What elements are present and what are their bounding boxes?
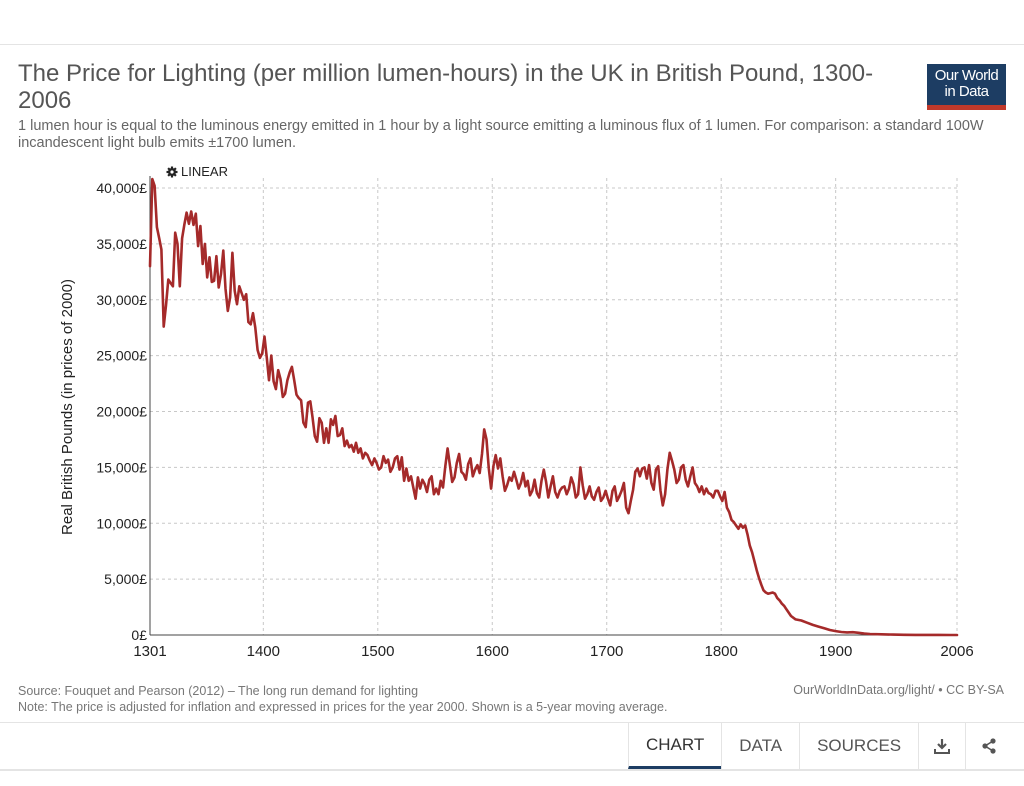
source-note: Source: Fouquet and Pearson (2012) – The… [18, 684, 419, 698]
share-button[interactable] [965, 723, 1012, 769]
tab-data[interactable]: DATA [721, 723, 799, 769]
y-tick-label: 40,000£ [96, 180, 147, 196]
y-tick-label: 30,000£ [96, 292, 147, 308]
y-tick-label: 10,000£ [96, 515, 147, 531]
y-tick-label: 15,000£ [96, 459, 147, 475]
license-link[interactable]: OurWorldInData.org/light/ • CC BY-SA [793, 683, 1004, 697]
chart-footer-notes: Source: Fouquet and Pearson (2012) – The… [18, 683, 667, 715]
download-icon [934, 739, 951, 754]
x-tick-label: 2006 [940, 643, 973, 660]
series-line-united-kingdom [148, 177, 959, 637]
y-tick-label: 5,000£ [104, 571, 147, 587]
line-chart: 0£ 5,000£ 10,000£ 15,000£ 20,000£ 25,000£ 30,0… [59, 176, 974, 660]
y-tick-label: 35,000£ [96, 236, 147, 252]
chart-grid [150, 178, 958, 635]
y-tick-label: 0£ [131, 627, 147, 643]
y-tick-label: 20,000£ [96, 404, 147, 420]
x-tick-label: 1700 [590, 643, 623, 660]
chart-axes: 0£ 5,000£ 10,000£ 15,000£ 20,000£ 25,000£ 30,0… [96, 176, 974, 660]
x-tick-label: 1600 [476, 643, 509, 660]
x-tick-label: 1900 [819, 643, 852, 660]
share-icon [982, 738, 996, 754]
y-axis-label: Real British Pounds (in prices of 2000) [59, 279, 76, 535]
tab-chart[interactable]: CHART [628, 723, 722, 769]
y-tick-label: 25,000£ [96, 348, 147, 364]
logo-line2: in Data [944, 83, 989, 100]
owid-logo[interactable]: Our World in Data [927, 64, 1006, 110]
tab-sources[interactable]: SOURCES [799, 723, 918, 769]
tabbar-top-divider [0, 722, 1024, 723]
scale-label: LINEAR [181, 164, 228, 179]
chart-tabbar: CHART DATA SOURCES [628, 723, 1012, 769]
chart-title: The Price for Lighting (per million lume… [18, 60, 874, 114]
x-tick-label: 1400 [247, 643, 280, 660]
x-tick-label: 1800 [705, 643, 738, 660]
chart-series [148, 177, 959, 637]
tabbar-bottom-divider [0, 769, 1024, 771]
scale-toggle-button[interactable]: LINEAR [166, 164, 228, 179]
chart-subtitle: 1 lumen hour is equal to the luminous en… [18, 118, 984, 151]
x-tick-label: 1500 [361, 643, 394, 660]
method-note: Note: The price is adjusted for inflatio… [18, 700, 668, 714]
logo-line1: Our World [934, 67, 999, 84]
logo-accent-bar [927, 105, 1006, 110]
download-button[interactable] [918, 723, 965, 769]
top-divider [0, 44, 1024, 45]
gear-icon [166, 166, 178, 177]
x-tick-label: 1301 [133, 643, 166, 660]
